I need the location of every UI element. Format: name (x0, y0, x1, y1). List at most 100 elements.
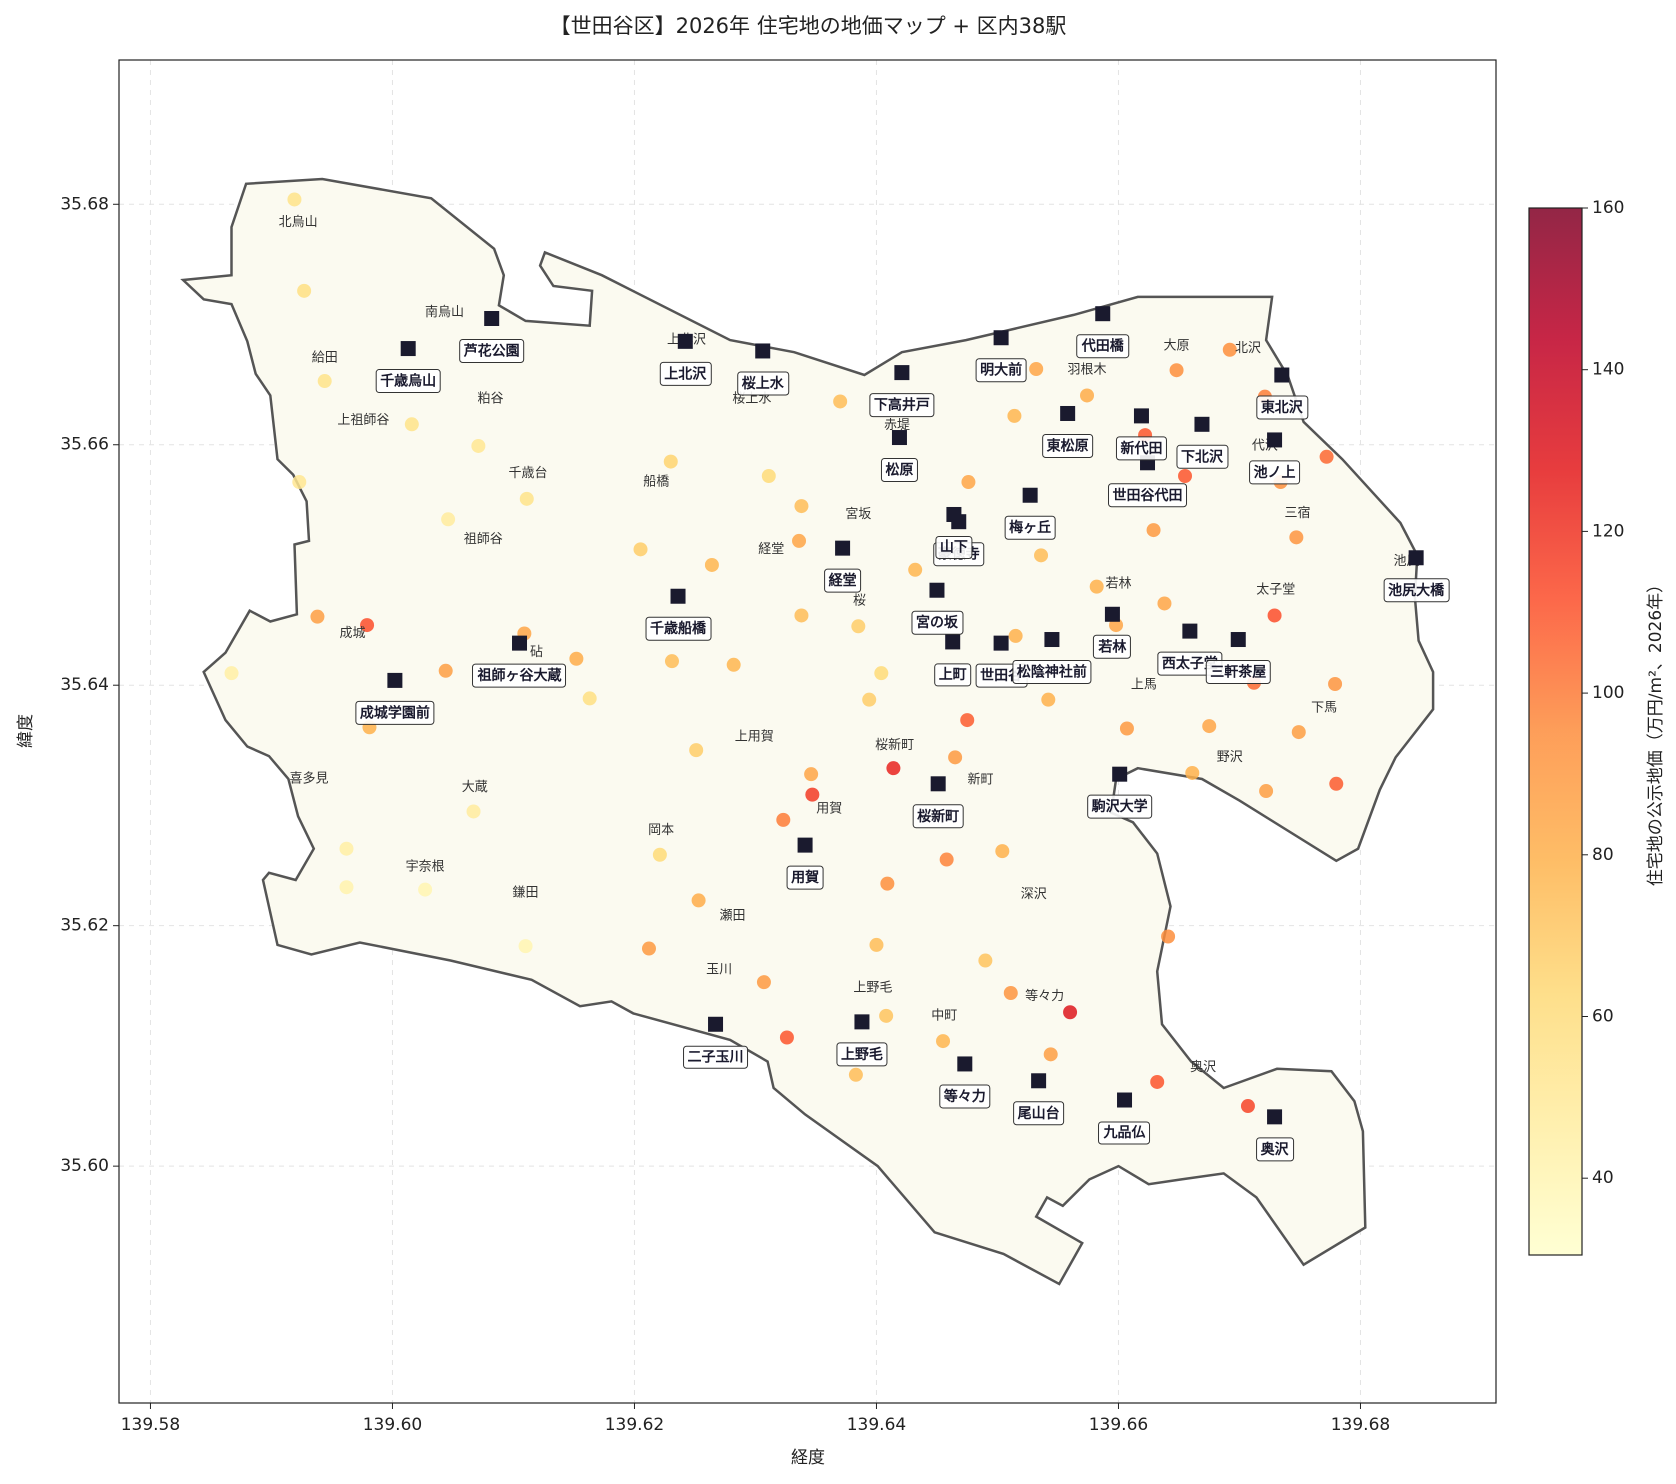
land-price-point (804, 767, 819, 782)
station-marker (1133, 408, 1149, 424)
station-marker (1095, 306, 1111, 322)
station-marker (1230, 632, 1246, 648)
station-label-box (1004, 515, 1056, 540)
station-label: 二子玉川 (688, 1049, 744, 1065)
land-price-point (1150, 1074, 1165, 1089)
station-label-group: 新代田 (1115, 436, 1167, 461)
station-label-box (934, 663, 972, 687)
station-marker (946, 506, 962, 522)
station-label-group: 東北沢 (1256, 395, 1309, 420)
x-tick-label: 139.64 (847, 1415, 906, 1435)
land-price-point (1157, 596, 1172, 611)
station-marker (957, 1056, 973, 1072)
land-price-point (1029, 361, 1044, 376)
station-label-group: 等々力 (939, 1084, 991, 1109)
land-price-point (761, 469, 776, 484)
station-marker (930, 776, 946, 792)
land-price-point (292, 475, 307, 490)
station-label-box (1205, 660, 1271, 685)
station-marker (400, 341, 416, 357)
station-label-box (880, 458, 918, 483)
land-price-point (726, 657, 741, 672)
station-label: 上町 (939, 667, 967, 683)
station-label: 梅ヶ丘 (1009, 519, 1051, 536)
station-label: 用賀 (791, 869, 819, 886)
land-price-point (794, 608, 809, 623)
station-marker (512, 635, 528, 651)
station-marker (1408, 550, 1424, 566)
station-marker (945, 634, 961, 650)
area-label: 玉川 (706, 963, 732, 978)
land-price-point (1329, 776, 1344, 791)
station-label-box (935, 535, 973, 559)
chart-title: 【世田谷区】2026年 住宅地の地価マップ + 区内38駅 (550, 14, 1067, 38)
colorbar-tick-label: 40 (1592, 1168, 1614, 1188)
land-price-point (1319, 449, 1334, 464)
station-label-group: 用賀 (786, 865, 824, 890)
land-price-point (908, 562, 923, 577)
land-price-point (317, 374, 332, 389)
land-price-point (339, 880, 354, 895)
station-label-box (1013, 1101, 1065, 1126)
land-price-point (689, 743, 704, 758)
land-price-point (869, 937, 884, 952)
station-marker (755, 343, 771, 359)
station-label-group: 駒沢大学 (1087, 794, 1153, 819)
station-label-box (659, 361, 712, 386)
colorbar-tick-label: 60 (1592, 1006, 1614, 1026)
station-label-box (645, 616, 712, 641)
area-label: 三宿 (1285, 505, 1311, 521)
station-label: 明大前 (980, 362, 1022, 379)
land-price-point (1034, 548, 1049, 563)
area-label: 喜多見 (289, 770, 328, 786)
land-price-point (886, 761, 901, 776)
station-marker (797, 837, 813, 853)
land-price-point (471, 438, 486, 453)
station-marker (993, 330, 1009, 346)
area-label: 深沢 (1021, 887, 1047, 902)
station-marker (1194, 416, 1210, 432)
station-label-group: 若林 (1092, 634, 1131, 659)
station-label-group: 祖師ヶ谷大蔵 (472, 663, 567, 688)
station-label-group: 松陰神社前 (1012, 660, 1092, 685)
station-label-box (912, 804, 964, 829)
station-label: 池ノ上 (1254, 464, 1296, 481)
station-marker (1274, 367, 1290, 383)
station-label: 上野毛 (841, 1046, 883, 1063)
area-label: 北沢 (1235, 341, 1261, 356)
land-price-point (1259, 784, 1274, 799)
station-label-box (737, 371, 790, 396)
station-label-box (911, 610, 964, 635)
station-marker (1060, 405, 1076, 421)
station-marker (1267, 1109, 1283, 1125)
station-label-group: 池ノ上 (1249, 460, 1301, 485)
station-label: 世田谷代田 (1113, 487, 1183, 504)
area-label: 宮坂 (845, 506, 871, 522)
land-price-point (1063, 1005, 1078, 1020)
land-price-point (936, 1034, 951, 1049)
station-label-box (1249, 460, 1301, 485)
land-price-point (691, 893, 706, 908)
land-price-point (1289, 530, 1304, 545)
land-price-point (224, 666, 239, 681)
station-label-box (375, 369, 441, 394)
x-tick-label: 139.62 (605, 1415, 664, 1435)
station-label-group: 九品仏 (1098, 1121, 1151, 1145)
station-label-box (786, 865, 824, 890)
station-marker (1104, 606, 1120, 622)
station-label-box (355, 700, 435, 725)
land-price-point (779, 1030, 794, 1045)
station-label: 三軒茶屋 (1210, 664, 1266, 681)
station-label-box (1087, 794, 1153, 819)
area-label: 赤堤 (884, 418, 910, 433)
station-marker (891, 430, 907, 446)
land-price-point (978, 953, 993, 968)
station-label: 芦花公園 (464, 343, 520, 360)
land-price-point (663, 454, 678, 469)
area-label: 成城 (340, 626, 366, 641)
land-price-point (1240, 1099, 1255, 1114)
land-price-point (297, 283, 312, 298)
area-label: 上馬 (1131, 678, 1157, 693)
station-label-group: 東松原 (1042, 433, 1094, 458)
